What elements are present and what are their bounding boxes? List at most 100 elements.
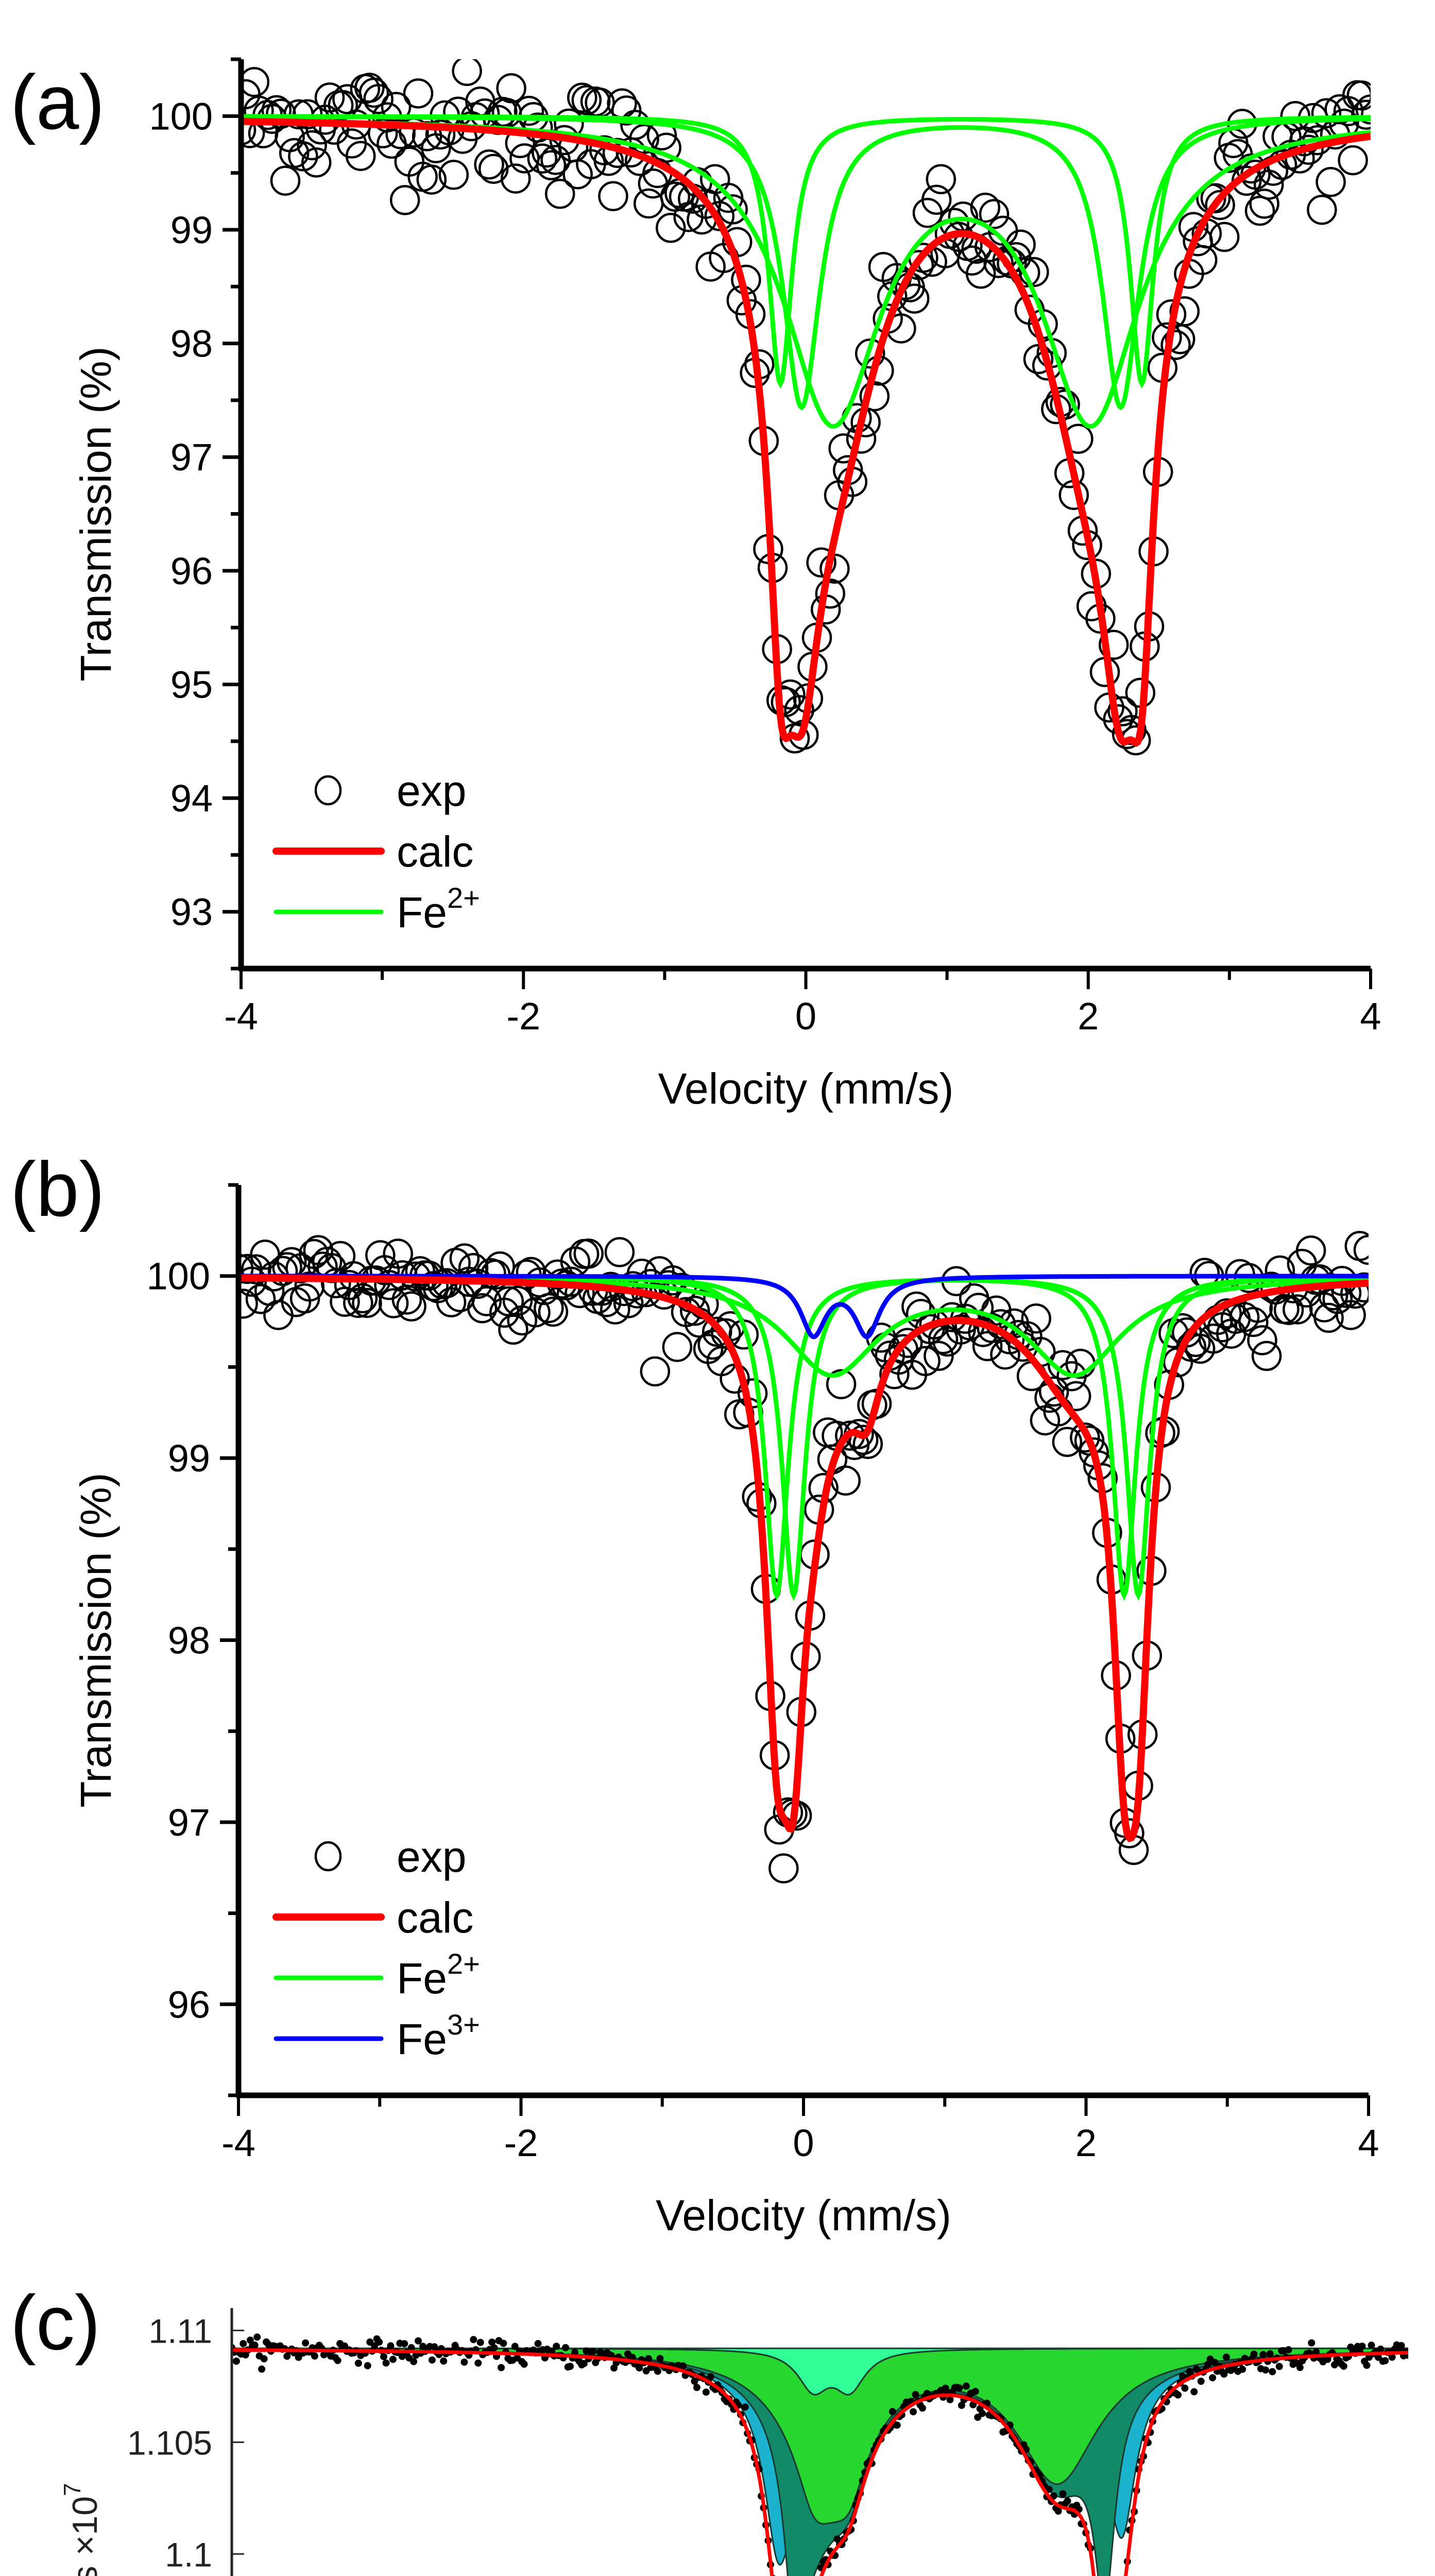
exp-point [1205, 190, 1235, 221]
exp-point [955, 2384, 963, 2392]
panel-label-b: (b) [10, 1146, 105, 1232]
legend-label-text: Fe [397, 1954, 447, 2003]
legend-item-fe2-: Fe2+ [274, 1947, 480, 2003]
exp-point [410, 2358, 418, 2365]
exp-point [1023, 344, 1054, 375]
exp-point [544, 178, 575, 209]
exp-point [440, 2357, 448, 2365]
exp-point [640, 1356, 671, 1387]
legend-b: exp calc Fe2+Fe3+ [272, 1833, 480, 2063]
exp-point [768, 1853, 799, 1884]
legend-item-calc: calc [272, 827, 473, 876]
exp-point [1220, 2370, 1228, 2378]
exp-point [571, 85, 602, 115]
x-tick-label: -2 [504, 2122, 538, 2164]
exp-point [1388, 2353, 1396, 2361]
exp-point [589, 2348, 597, 2355]
exp-point [971, 2387, 979, 2395]
exp-point [358, 77, 389, 108]
y-tick-label: 1.11 [148, 2312, 212, 2350]
panel-a: 93 94 95 96 97 98 99 100 -4 -2 0 2 4 Velocity (mm/s) T… [72, 57, 1381, 1113]
exp-point [651, 132, 681, 163]
y-axis-title-exponent: 7 [59, 2483, 86, 2496]
exp-point [1160, 330, 1191, 360]
exp-point [1045, 2485, 1053, 2493]
exp-point [1174, 2391, 1182, 2399]
legend-item-fe3-: Fe3+ [274, 2008, 480, 2063]
exp-point [407, 2344, 415, 2351]
exp-point [511, 2343, 519, 2350]
exp-point [270, 165, 301, 196]
exp-point [741, 2403, 749, 2411]
exp-point [737, 1378, 768, 1409]
legend-label-text: exp [397, 1833, 466, 1881]
exp-series-a [241, 59, 1371, 756]
component-curve-4 [238, 1274, 1369, 1340]
exp-point [553, 2343, 560, 2350]
exp-point [1197, 2378, 1205, 2385]
legend-item-exp: exp [314, 1833, 466, 1881]
exp-point [855, 338, 885, 369]
legend-label-text: calc [397, 1893, 473, 1942]
exp-point [892, 1328, 923, 1358]
exp-point [901, 1291, 932, 1322]
exp-point [1312, 2348, 1320, 2355]
exp-point [979, 199, 1010, 229]
exp-point [600, 1294, 630, 1325]
exp-point [534, 2340, 542, 2347]
legend-item-fe2-: Fe2+ [274, 882, 480, 937]
y-tick-label: 97 [168, 1801, 210, 1844]
x-tick-label: 4 [1358, 2122, 1379, 2164]
x-tick-label: 2 [1075, 2122, 1097, 2164]
exp-point [704, 201, 735, 231]
y-tick-label: 98 [168, 1619, 210, 1662]
exp-point [656, 2355, 664, 2362]
exp-point [1308, 2339, 1316, 2347]
exp-point [1239, 2365, 1246, 2373]
legend-label: Fe3+ [397, 2008, 480, 2063]
y-tick-label: 95 [170, 663, 213, 706]
exp-point [387, 2342, 395, 2350]
exp-point [567, 2363, 574, 2370]
exp-point [918, 2404, 926, 2412]
exp-point [1266, 2350, 1274, 2358]
exp-point [1249, 189, 1279, 219]
area-fe3-y [232, 2347, 1408, 2396]
exp-point [1236, 153, 1267, 184]
exp-point [232, 2358, 240, 2365]
exp-point [711, 1318, 741, 1349]
exp-point [474, 2359, 482, 2367]
exp-point [1181, 2384, 1189, 2392]
plot-area-c [232, 2333, 1408, 2576]
exp-point [502, 1285, 533, 1316]
exp-point [1363, 2362, 1371, 2369]
exp-point [958, 2401, 965, 2409]
exp-point [452, 59, 482, 87]
exp-point [655, 213, 686, 243]
exp-point [972, 1331, 1003, 1362]
exp-point [1269, 2368, 1276, 2376]
exp-point [636, 2364, 643, 2372]
exp-point [965, 259, 996, 289]
exp-point [470, 2336, 477, 2344]
exp-point [1259, 2351, 1267, 2359]
exp-point [401, 2340, 408, 2348]
exp-point [921, 184, 952, 215]
exp-point [520, 2360, 528, 2368]
exp-point [474, 149, 504, 180]
exp-point [289, 1283, 320, 1314]
exp-point [288, 141, 318, 172]
exp-point [910, 1346, 941, 1377]
exp-point [1021, 1303, 1051, 1334]
exp-point [567, 82, 597, 113]
exp-point [912, 2391, 919, 2398]
exp-point [645, 2355, 652, 2363]
exp-point [258, 2365, 266, 2373]
x-tick-label: 4 [1360, 995, 1381, 1038]
exp-point [962, 2382, 970, 2390]
exp-point [496, 73, 526, 104]
exp-point [571, 2349, 578, 2356]
exp-point [415, 2337, 422, 2345]
exp-point [245, 1284, 276, 1314]
exp-point [679, 1295, 710, 1326]
